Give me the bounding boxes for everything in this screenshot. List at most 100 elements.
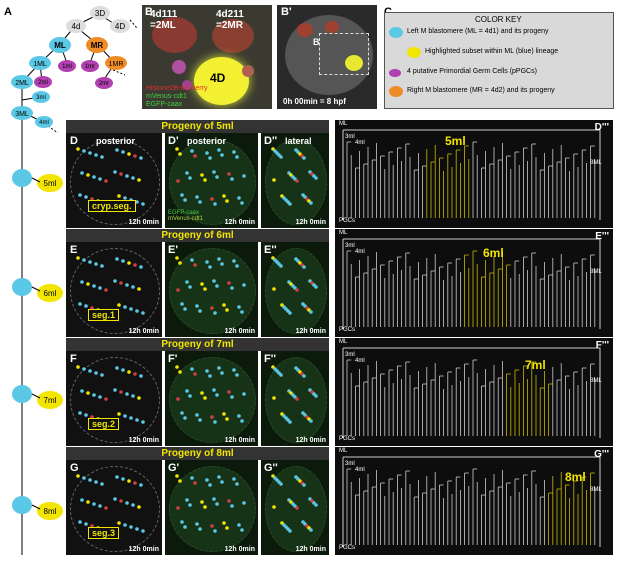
node-label-ML: ML (54, 41, 66, 50)
row-title: Progeny of 5ml (161, 121, 234, 132)
row-image-0: 12h 0min (66, 133, 162, 228)
tree-label-4ml: 4ml (355, 467, 365, 473)
row-time: 12h 0min (128, 219, 159, 226)
row-key-yellow-7ml (37, 391, 63, 409)
key-text-yellow: Highlighted subset within ML (blue) line… (425, 48, 559, 55)
row-legend-egfp: EGFP-caax (168, 210, 200, 216)
panel-b-legend-mvenus: mVenus-cdt1 (146, 93, 187, 100)
row-time: 12h 0min (128, 328, 159, 335)
row-label-1: G (70, 462, 79, 474)
row-title: Progeny of 8ml (161, 448, 234, 459)
row-image-1: 12h 0min (165, 242, 258, 337)
tree-label-ml: ML (339, 339, 348, 345)
row-label-4: E''' (595, 231, 609, 242)
node-4D (110, 19, 130, 33)
panel-a-lineage: 3D 4d 4D ML MR 1ML 1ml 1mr 1MR 2ML 2ml 2… (11, 6, 138, 555)
row-legend-mvenus: mVenus-cdt1 (168, 216, 204, 222)
node-label-4d: 4d (72, 22, 81, 31)
row-image-0: 12h 0min (66, 242, 162, 337)
row-title-bar: Progeny of 5ml (66, 120, 329, 133)
node-1mr (81, 60, 99, 72)
row-tree-svg (342, 129, 601, 220)
key-swatch-orange (389, 86, 403, 97)
row-cells-1 (175, 147, 246, 206)
panel-b2-inset-box (319, 33, 369, 75)
panel-b2-inset-label: B (313, 37, 320, 47)
panel-b-legend-egfp: EGFP-caax (146, 101, 183, 108)
color-key-box: COLOR KEY Left M blastomere (ML = 4d1) a… (384, 12, 614, 109)
row-title-bar: Progeny of 7ml (66, 338, 329, 351)
node-label-2ml: 2ml (38, 80, 48, 86)
node-label-2mr: 2mr (99, 81, 109, 87)
row-cells-1 (175, 474, 246, 533)
panel-b2-label: B' (281, 6, 292, 18)
row-cells-2 (271, 256, 318, 315)
row-key-yellow-5ml (37, 174, 63, 192)
tree-label-pgcs: PGCs (339, 218, 356, 224)
node-label-1mr: 1mr (85, 64, 95, 70)
row-tree-svg (342, 456, 601, 547)
row-label-2: E' (168, 244, 178, 256)
row-time: 12h 0min (224, 437, 255, 444)
node-1ml (58, 60, 76, 72)
row-tree-panel: ML 3ml 4ml 8ML PGCs 8ml G''' (335, 447, 613, 555)
node-label-1ml: 1ml (62, 64, 72, 70)
panel-b2-image: B 0h 00min = 8 hpf (277, 5, 377, 109)
row-key-label-6ml: 6ml (44, 289, 57, 298)
row-image-2: 12h 0min (261, 242, 329, 337)
row-label-3: G'' (264, 462, 278, 474)
tree-label-3ml: 3ml (345, 243, 355, 249)
tree-label-ml: ML (339, 121, 348, 127)
node-2ML (11, 75, 33, 89)
tree-label-8ML: 8ML (590, 160, 602, 166)
node-label-2ML: 2ML (15, 80, 29, 87)
node-label-1ML: 1ML (33, 61, 47, 68)
row-label-3: D'' (264, 135, 278, 147)
key-swatch-purple (389, 69, 401, 77)
row-key-label-7ml: 7ml (44, 396, 57, 405)
row-image-0: 12h 0min (66, 351, 162, 446)
tree-label-3ml: 3ml (345, 352, 355, 358)
row-key-label-5ml: 5ml (44, 179, 57, 188)
tree-label-3ml: 3ml (345, 461, 355, 467)
row-tree-panel: ML 3ml 4ml 8ML PGCs 5ml D''' (335, 120, 613, 228)
row-label-3: E'' (264, 244, 277, 256)
row-cells-0 (76, 365, 145, 424)
panel-b-label: B (145, 6, 153, 18)
tree-label-8ML: 8ML (590, 487, 602, 493)
node-label-3ml: 3ml (36, 95, 46, 101)
tree-label-8ML: 8ML (590, 269, 602, 275)
node-label-3D: 3D (95, 9, 105, 18)
tree-label-pgcs: PGCs (339, 545, 356, 551)
row-label-4: G''' (594, 449, 609, 460)
row-title-bar: Progeny of 8ml (66, 447, 329, 460)
row-cells-2 (271, 474, 318, 533)
row-tree-svg (342, 347, 601, 438)
node-label-4ml: 4ml (39, 120, 49, 126)
row-key-yellow-8ml (37, 502, 63, 520)
row-key-blue-6ml (12, 278, 32, 296)
key-swatch-cyan (389, 27, 403, 38)
row-cells-0 (76, 474, 145, 533)
key-text-purple: 4 putative Primordial Germ Cells (pPGCs) (407, 68, 537, 75)
key-text-cyan: Left M blastomere (ML = 4d1) and its pro… (407, 28, 549, 35)
tree-highlight-label: 7ml (525, 358, 546, 372)
tree-label-pgcs: PGCs (339, 327, 356, 333)
panel-b-legend-histone: Histone2B-mCherry (146, 85, 208, 92)
row-image-1: 12h 0min (165, 460, 258, 555)
panel-b-image: 4d111 =2ML 4d211 =2MR 4D Histone2B-mCher… (142, 5, 272, 109)
tree-label-ml: ML (339, 230, 348, 236)
row-label-4: F''' (595, 340, 609, 351)
node-3ml (32, 91, 50, 103)
row-segment-box: seg.3 (88, 527, 120, 539)
row-tree-panel: ML 3ml 4ml 8ML PGCs 6ml E''' (335, 229, 613, 337)
row-time: 12h 0min (128, 437, 159, 444)
row-image-1: 12h 0min (165, 351, 258, 446)
row-cells-2 (271, 147, 318, 206)
panel-b-right-label: 4d211 =2MR (216, 9, 244, 31)
row-label-4: D''' (594, 122, 609, 133)
row-heading-3: lateral (285, 136, 312, 146)
row-title: Progeny of 7ml (161, 339, 234, 350)
tree-highlight-label: 6ml (483, 246, 504, 260)
row-image-2: 12h 0min (261, 351, 329, 446)
